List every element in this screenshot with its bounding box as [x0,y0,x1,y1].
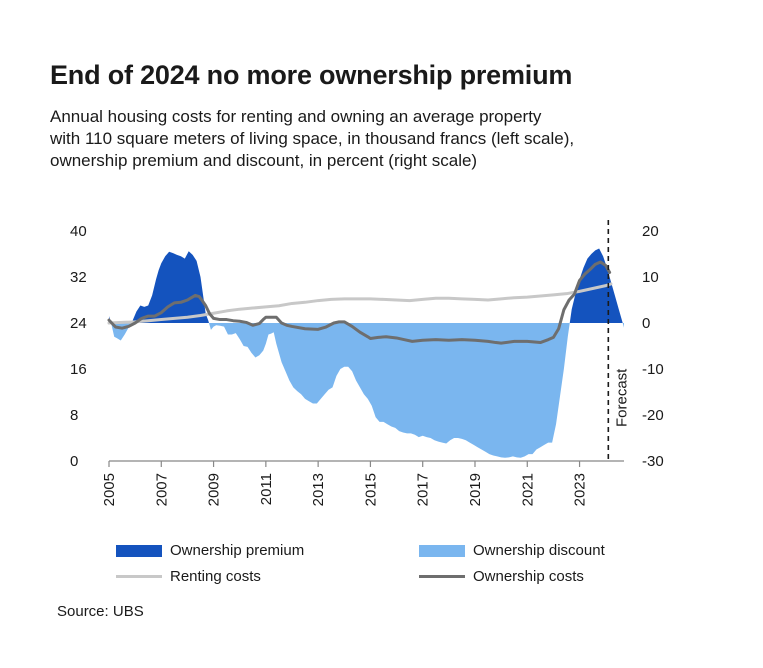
legend-label-renting: Renting costs [170,568,261,585]
legend-item-ownership: Ownership costs [419,568,584,585]
legend-item-premium: Ownership premium [116,542,304,559]
legend-item-discount: Ownership discount [419,542,605,559]
x-axis-tick-label: 2021 [519,473,536,506]
chart-title: End of 2024 no more ownership premium [50,60,573,90]
legend-swatch-discount [419,544,465,557]
ownership-premium-area [109,248,624,323]
right-axis-tick-label: 0 [642,315,650,332]
chart-plot: 0 8 16 24 32 40 -30 -20 -10 0 10 20 2005 2007 2009 2011… [70,220,664,506]
x-axis-tick-label: 2013 [310,473,327,506]
right-axis-tick-label: -30 [642,453,664,470]
x-axis-tick-label: 2011 [258,473,275,505]
legend-label-discount: Ownership discount [473,542,605,559]
legend-item-renting: Renting costs [116,568,261,585]
ownership-costs-line [107,260,612,345]
x-axis-tick-label: 2005 [101,473,118,506]
x-axis-tick-label: 2007 [153,473,170,506]
left-axis-tick-label: 40 [70,223,87,240]
forecast-label: Forecast [613,368,630,427]
source-note: Source: UBS [57,603,144,620]
right-axis-tick-label: 10 [642,269,659,286]
legend-label-ownership: Ownership costs [473,568,584,585]
legend-swatch-ownership [419,575,465,578]
left-axis-tick-label: 8 [70,407,78,424]
right-axis-tick-label: -10 [642,361,664,378]
subtitle-line-3: ownership premium and discount, in perce… [50,151,478,170]
legend-swatch-premium [116,544,162,557]
x-axis-tick-label: 2017 [415,473,432,506]
legend-label-premium: Ownership premium [170,542,305,559]
right-axis-tick-label: 20 [642,223,659,240]
left-axis-tick-label: 16 [70,361,87,378]
x-axis-tick-label: 2015 [362,473,379,506]
left-axis-tick-label: 24 [70,315,87,332]
x-axis-tick-label: 2019 [467,473,484,506]
renting-costs-line [107,282,613,325]
ownership-discount-area [109,323,624,458]
left-axis-tick-label: 0 [70,453,78,470]
x-axis-tick-label: 2023 [572,473,589,506]
x-axis-tick-label: 2009 [206,473,223,506]
left-axis-tick-label: 32 [70,269,87,286]
right-axis-tick-label: -20 [642,407,664,424]
subtitle-line-2: with 110 square meters of living space, … [50,129,575,148]
legend-swatch-renting [116,575,162,578]
subtitle-line-1: Annual housing costs for renting and own… [50,107,542,126]
